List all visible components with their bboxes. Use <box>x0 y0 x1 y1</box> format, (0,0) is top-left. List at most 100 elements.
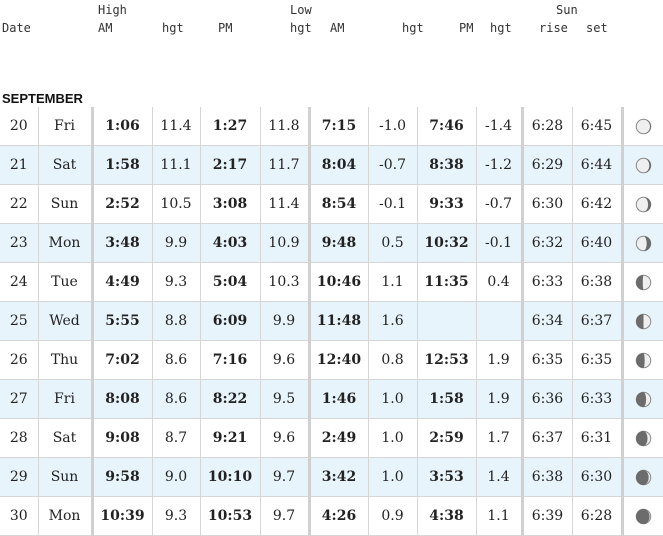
high-am-time: 10:39 <box>90 496 152 536</box>
day-cell: Sat <box>37 418 92 458</box>
sunset-time: 6:35 <box>571 340 622 380</box>
low-am-height: 1.6 <box>367 301 417 341</box>
high-pm-time: 10:53 <box>199 496 260 536</box>
table-row: 27 Fri 8:08 8.6 8:22 9.5 1:46 1.0 1:58 1.9 6:36 6:3… <box>0 379 663 419</box>
low-pm-time: 10:32 <box>416 223 476 263</box>
month-label: SEPTEMBER <box>2 91 83 106</box>
sunrise-time: 6:38 <box>520 457 572 497</box>
low-pm-height <box>475 301 522 341</box>
moon-phase-cell <box>620 184 663 224</box>
low-pm-time: 12:53 <box>416 340 476 380</box>
header-low-pm: PM <box>459 21 474 35</box>
table-row: 28 Sat 9:08 8.7 9:21 9.6 2:49 1.0 2:59 1.7 6:37 6:3… <box>0 418 663 458</box>
waning-gibbous-icon <box>635 118 651 134</box>
waning-gibbous-icon <box>635 196 651 212</box>
low-pm-time: 7:46 <box>416 107 476 146</box>
high-pm-time: 7:16 <box>199 340 260 380</box>
header-low: Low <box>290 3 312 17</box>
high-am-height: 8.6 <box>151 379 200 419</box>
low-pm-time: 9:33 <box>416 184 476 224</box>
high-pm-time: 1:27 <box>199 107 260 146</box>
low-am-time: 10:46 <box>307 262 368 302</box>
header-high-pm: PM <box>218 21 233 35</box>
high-am-height: 8.8 <box>151 301 200 341</box>
high-am-height: 11.1 <box>151 145 200 185</box>
date-cell: 25 <box>0 301 38 341</box>
sunrise-time: 6:29 <box>520 145 572 185</box>
date-cell: 21 <box>0 145 38 185</box>
last-quarter-icon <box>635 313 651 329</box>
low-am-height: 1.0 <box>367 457 417 497</box>
high-pm-height: 9.7 <box>259 457 309 497</box>
moon-phase-cell <box>620 262 663 302</box>
low-am-height: 0.9 <box>367 496 417 536</box>
sunset-time: 6:31 <box>571 418 622 458</box>
low-am-height: 1.1 <box>367 262 417 302</box>
sunrise-time: 6:37 <box>520 418 572 458</box>
high-pm-time: 4:03 <box>199 223 260 263</box>
high-pm-height: 9.6 <box>259 340 309 380</box>
high-pm-time: 6:09 <box>199 301 260 341</box>
moon-phase-cell <box>620 379 663 419</box>
high-pm-time: 3:08 <box>199 184 260 224</box>
high-pm-height: 10.3 <box>259 262 309 302</box>
high-am-height: 9.9 <box>151 223 200 263</box>
high-am-time: 7:02 <box>90 340 152 380</box>
high-am-height: 11.4 <box>151 107 200 146</box>
low-pm-height: 1.1 <box>475 496 522 536</box>
sunset-time: 6:38 <box>571 262 622 302</box>
low-pm-height: -1.2 <box>475 145 522 185</box>
day-cell: Fri <box>37 379 92 419</box>
date-cell: 28 <box>0 418 38 458</box>
sunrise-time: 6:30 <box>520 184 572 224</box>
sunset-time: 6:45 <box>571 107 622 146</box>
waning-gibbous-icon <box>635 157 651 173</box>
sunrise-time: 6:36 <box>520 379 572 419</box>
high-pm-time: 9:21 <box>199 418 260 458</box>
high-am-time: 1:06 <box>90 107 152 146</box>
header-high-pm-hgt: hgt <box>290 21 312 35</box>
day-cell: Mon <box>37 223 92 263</box>
low-am-time: 2:49 <box>307 418 368 458</box>
low-am-height: 1.0 <box>367 418 417 458</box>
high-am-height: 9.3 <box>151 262 200 302</box>
date-cell: 22 <box>0 184 38 224</box>
low-am-height: -0.7 <box>367 145 417 185</box>
high-pm-height: 11.4 <box>259 184 309 224</box>
table-row: 29 Sun 9:58 9.0 10:10 9.7 3:42 1.0 3:53 1.4 6:38 6:… <box>0 457 663 497</box>
low-pm-time: 1:58 <box>416 379 476 419</box>
low-am-height: 1.0 <box>367 379 417 419</box>
sunset-time: 6:33 <box>571 379 622 419</box>
table-row: 20 Fri 1:06 11.4 1:27 11.8 7:15 -1.0 7:46 -1.4 6:2… <box>0 107 663 146</box>
high-pm-height: 9.7 <box>259 496 309 536</box>
high-pm-height: 9.6 <box>259 418 309 458</box>
high-pm-time: 8:22 <box>199 379 260 419</box>
date-cell: 27 <box>0 379 38 419</box>
table-row: 21 Sat 1:58 11.1 2:17 11.7 8:04 -0.7 8:38 -1.2 6:2… <box>0 145 663 185</box>
table-row: 23 Mon 3:48 9.9 4:03 10.9 9:48 0.5 10:32 -0.1 6:32… <box>0 223 663 263</box>
sunset-time: 6:44 <box>571 145 622 185</box>
moon-phase-cell <box>620 418 663 458</box>
date-cell: 30 <box>0 496 38 536</box>
low-am-time: 9:48 <box>307 223 368 263</box>
sunrise-time: 6:35 <box>520 340 572 380</box>
day-cell: Mon <box>37 496 92 536</box>
high-am-height: 9.3 <box>151 496 200 536</box>
table-row: 22 Sun 2:52 10.5 3:08 11.4 8:54 -0.1 9:33 -0.7 6:3… <box>0 184 663 224</box>
waning-gibbous-icon <box>635 235 651 251</box>
high-pm-height: 11.7 <box>259 145 309 185</box>
day-cell: Wed <box>37 301 92 341</box>
date-cell: 26 <box>0 340 38 380</box>
moon-phase-cell <box>620 457 663 497</box>
sunset-time: 6:40 <box>571 223 622 263</box>
last-quarter-icon <box>635 274 651 290</box>
high-am-time: 1:58 <box>90 145 152 185</box>
header-low-pm-hgt: hgt <box>490 21 512 35</box>
column-header: High Low Sun Date AM hgt PM hgt AM hgt P… <box>0 0 663 90</box>
waning-crescent-icon <box>635 430 651 446</box>
header-high-am: AM <box>98 21 113 35</box>
sunrise-time: 6:39 <box>520 496 572 536</box>
waning-crescent-icon <box>635 469 651 485</box>
high-am-height: 8.7 <box>151 418 200 458</box>
low-am-time: 4:26 <box>307 496 368 536</box>
